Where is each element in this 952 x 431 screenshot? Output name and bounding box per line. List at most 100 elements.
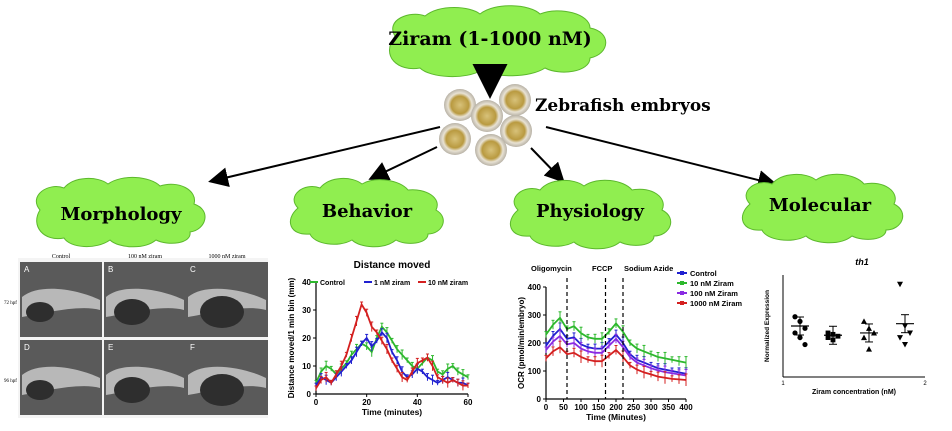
y-tick-label: 0 [307,390,312,399]
x-tick-label: 350 [662,403,676,412]
panel-letter: C [190,265,196,274]
data-point [897,281,903,288]
cloud-behavior: Behavior [289,178,444,248]
morphology-row-label: 72 hpf [4,301,17,306]
x-tick-label: 0 [314,398,319,407]
x-axis-label: Ziram concentration (nM) [812,389,896,396]
y-tick-label: 30 [302,306,311,315]
data-point [835,333,841,339]
panel-letter: A [24,265,30,274]
x-tick-label: 0 [544,403,549,412]
y-tick-label: 0 [537,395,542,404]
data-point [861,334,867,341]
arrow-to-behavior [368,146,438,181]
legend-label: 1000 nM Ziram [690,299,742,308]
y-tick-label: 400 [528,283,542,292]
x-tick-label: 250 [627,403,641,412]
legend-marker [680,291,684,295]
legend-label: 1 nM ziram [374,280,410,287]
molecular-chart: th1 Ziram concentration (nM) Normalized Ex… [764,257,927,396]
data-point [792,330,798,336]
series-line-1000-nm-ziram [545,346,687,381]
embryo-cluster [439,84,532,166]
y-tick-label: 300 [528,311,542,320]
chart-title: Distance moved [354,260,431,271]
x-tick-label: 2 [923,381,927,387]
legend-marker [680,301,684,305]
morphology-row-label: 96 hpf [4,379,17,384]
y-tick-label: 200 [528,339,542,348]
series-line-10-nm-ziram [315,302,468,389]
x-tick-label: 50 [559,403,568,412]
data-point [866,346,872,352]
yolk-shape [200,296,244,328]
physiology-chart: 0 50 100 150 200 250 300 350 4000100200300400Tim… [517,264,742,422]
morphology-column-label: Control [52,254,71,260]
data-point [802,325,808,331]
chart-title: th1 [855,257,869,267]
x-tick-label: 400 [679,403,693,412]
panel-letter: E [108,343,113,352]
data-point [797,334,803,341]
panel-letter: D [24,343,30,352]
physiology-label: Physiology [536,201,644,222]
y-tick-label: 40 [302,278,311,287]
y-axis-label: Normalized Expression [764,290,771,362]
x-tick-label: 60 [464,398,473,407]
legend-label: 10 nM ziram [428,280,468,287]
cloud-physiology: Physiology [509,179,672,250]
annotation-label: Sodium Azide [624,264,673,273]
morphology-image-panel: Control 100 nM ziram 1000 nM ziram A B C D E F 72… [4,254,268,418]
cloud-morphology: Morphology [35,177,206,248]
yolk-shape [26,302,54,322]
y-tick-label: 100 [528,367,542,376]
x-tick-label: 20 [362,398,371,407]
title-text: Ziram (1-1000 nM) [388,28,592,50]
legend-marker [680,271,684,275]
behavior-label: Behavior [322,201,413,222]
panel-letter: F [190,343,195,352]
series-line-100-nm-ziram [545,334,687,377]
x-tick-label: 40 [413,398,422,407]
y-tick-label: 20 [302,334,311,343]
behavior-chart: 0 20 40 60 0 10 20 30 40 Distance moved Time (minu… [287,260,473,417]
y-axis-label: Distance moved/1 min bin (mm) [287,277,296,398]
morphology-column-label: 1000 nM ziram [209,254,246,260]
legend-marker [680,281,684,285]
data-point [802,341,808,348]
y-axis-label: OCR (pmol/min/embryo) [517,297,526,389]
yolk-shape [114,299,150,325]
embryo-label: Zebrafish embryos [535,96,711,116]
x-tick-label: 200 [609,403,623,412]
molecular-label: Molecular [769,195,872,216]
x-axis-label: Time (Minutes) [586,412,646,422]
x-tick-label: 1 [781,381,785,387]
data-point [902,342,908,348]
arrow-to-physiology [530,147,565,183]
data-point [907,330,913,336]
y-tick-label: 10 [302,362,311,371]
arrow-to-morphology [208,126,441,188]
legend-label: Control [320,280,345,287]
yolk-shape [114,377,150,403]
x-tick-label: 300 [644,403,658,412]
legend-label: 100 nM Ziram [690,289,738,298]
data-point [825,335,831,340]
annotation-label: Oligomycin [531,264,572,273]
x-tick-label: 150 [592,403,606,412]
morphology-column-label: 100 nM ziram [128,254,162,260]
panel-letter: B [108,265,113,274]
morphology-label: Morphology [61,204,183,225]
cloud-molecular: Molecular [741,173,904,244]
yolk-shape [200,374,244,406]
annotation-label: FCCP [592,264,612,273]
title-cloud: Ziram (1-1000 nM) [388,5,607,78]
series-line-10-nm-ziram [545,316,687,364]
data-point [897,335,903,341]
legend-label: 10 nM Ziram [690,279,734,288]
data-point [861,318,867,324]
legend-label: Control [690,269,717,278]
data-point [825,330,831,336]
